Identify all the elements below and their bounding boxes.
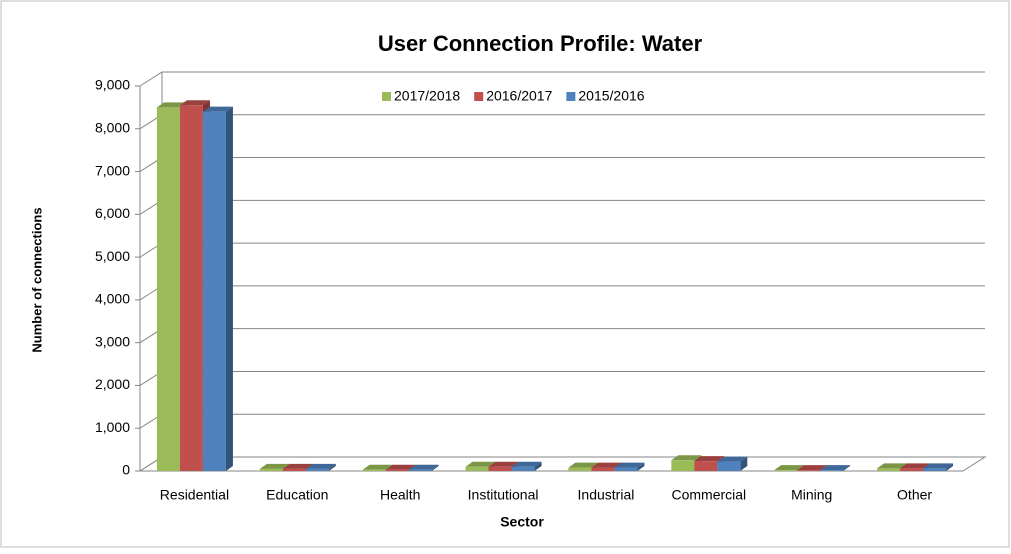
y-tick-label: 5,000	[95, 248, 130, 264]
bar-top	[362, 464, 393, 470]
bar	[259, 468, 283, 471]
legend-swatch	[474, 92, 484, 101]
bar-side	[431, 464, 439, 471]
bar	[568, 467, 592, 471]
bar-top	[923, 463, 954, 469]
bar-top	[671, 455, 702, 461]
x-tick-label: Mining	[791, 487, 832, 503]
y-tick-label: 8,000	[95, 119, 130, 135]
x-tick-label: Institutional	[468, 487, 539, 503]
bar-top	[694, 456, 725, 462]
bar	[591, 467, 615, 471]
bar-top	[877, 463, 908, 469]
x-tick-label: Health	[380, 487, 420, 503]
bar-top	[385, 464, 416, 470]
bar	[465, 466, 489, 471]
y-axis-label: Number of connections	[29, 207, 44, 352]
y-tick-label: 9,000	[95, 77, 130, 93]
bar-top	[408, 464, 439, 470]
bar-top	[259, 463, 290, 469]
bar	[179, 105, 203, 471]
bar-side	[534, 461, 542, 471]
bar-top	[900, 463, 931, 469]
grid-line	[139, 71, 985, 87]
bar	[717, 461, 741, 471]
x-tick-label: Other	[897, 487, 932, 503]
legend-label: 2017/2018	[394, 88, 460, 104]
bar	[305, 468, 329, 471]
legend-swatch	[382, 92, 391, 101]
bar	[877, 468, 901, 471]
bar-top	[614, 462, 645, 468]
bar-side	[637, 462, 645, 471]
bar	[202, 111, 226, 472]
bar-top	[202, 106, 233, 112]
y-tick-label: 1,000	[95, 419, 130, 435]
bar	[694, 461, 718, 471]
bar-top	[179, 100, 210, 106]
x-tick-label: Industrial	[578, 487, 635, 503]
bar	[362, 469, 386, 471]
y-tick-label: 3,000	[95, 333, 130, 349]
bar-top	[774, 465, 805, 471]
bar	[774, 470, 798, 471]
bar-top	[465, 461, 496, 467]
bar-side	[225, 106, 233, 472]
bar	[511, 466, 535, 471]
legend-label: 2015/2016	[578, 88, 644, 104]
bar-side	[328, 463, 336, 471]
bar	[820, 470, 844, 471]
y-tick-label: 7,000	[95, 162, 130, 178]
legend-label: 2016/2017	[486, 88, 552, 104]
bar	[282, 468, 306, 471]
y-tick-label: 6,000	[95, 205, 130, 221]
x-tick-label: Education	[266, 487, 328, 503]
bar-top	[488, 461, 519, 467]
bar	[923, 468, 947, 471]
y-tick-label: 0	[122, 462, 130, 478]
bar	[900, 468, 924, 471]
bar-top	[797, 465, 828, 471]
x-tick-label: Residential	[160, 487, 229, 503]
chart-title: User Connection Profile: Water	[378, 31, 703, 56]
bar	[408, 469, 432, 471]
bar-top	[282, 463, 313, 469]
bar-side	[740, 456, 748, 471]
bar-side	[946, 463, 954, 471]
bar-top	[156, 102, 187, 108]
x-tick-label: Commercial	[671, 487, 746, 503]
bar-top	[717, 456, 748, 462]
legend-swatch	[566, 92, 576, 101]
x-axis-label: Sector	[500, 514, 544, 530]
bar	[488, 466, 512, 471]
bar	[614, 467, 638, 471]
bar	[156, 107, 180, 471]
bar-top	[305, 463, 336, 469]
bar-top	[820, 465, 851, 471]
bar-top	[568, 462, 599, 468]
bar-top	[511, 461, 542, 467]
bar	[671, 460, 695, 471]
bar-side	[843, 465, 851, 471]
y-tick-label: 4,000	[95, 291, 130, 307]
bar	[385, 469, 409, 471]
bar	[797, 470, 821, 471]
y-tick-label: 2,000	[95, 376, 130, 392]
bar-top	[591, 462, 622, 468]
